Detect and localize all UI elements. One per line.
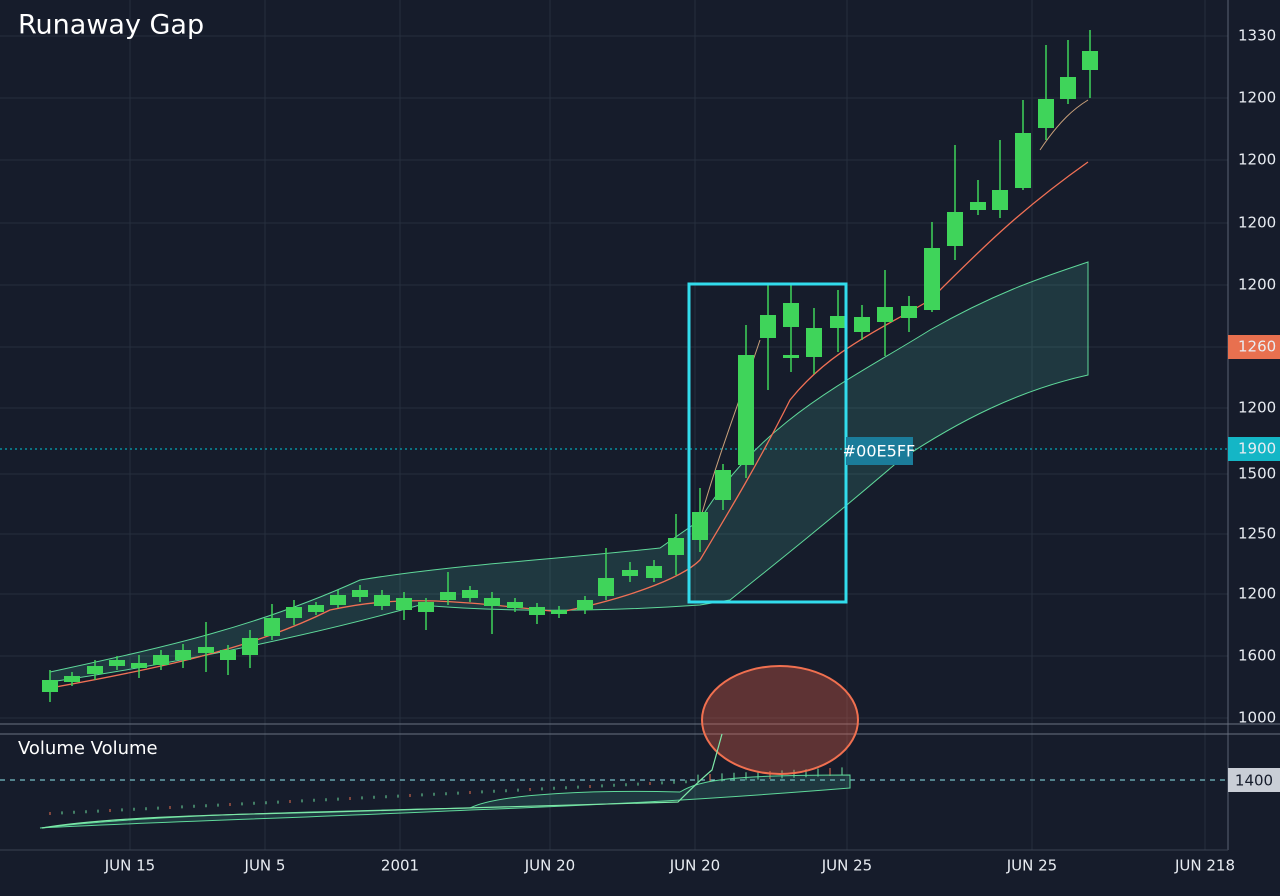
candle-body — [396, 598, 412, 610]
candle-body — [484, 598, 500, 606]
axes: 1330 1200 1200 1200 1200 1260 1200 1900 1500 1250… — [104, 27, 1280, 875]
price-label: 1500 — [1238, 465, 1276, 483]
candle-body — [715, 470, 731, 500]
candle-body — [783, 303, 799, 327]
candle-body — [1082, 51, 1098, 70]
candle-body — [374, 595, 390, 606]
time-label: JUN 5 — [244, 857, 286, 875]
candle-body — [418, 602, 434, 612]
volume-title: Volume Volume — [18, 738, 158, 759]
price-label: 1330 — [1238, 27, 1276, 45]
candle-body — [668, 538, 684, 555]
time-label: JUN 25 — [821, 857, 872, 875]
candle-body — [308, 605, 324, 612]
volume-badge: 1400 — [1235, 772, 1273, 790]
price-label: 1600 — [1238, 647, 1276, 665]
time-label: JUN 20 — [669, 857, 720, 875]
price-label: 1200 — [1238, 151, 1276, 169]
candle-body — [947, 212, 963, 246]
candle-body — [352, 590, 368, 597]
candle-body — [264, 618, 280, 636]
candle-body — [738, 355, 754, 465]
candle-body — [330, 595, 346, 605]
cloud-band — [49, 261, 1089, 683]
annotation-box — [846, 437, 913, 465]
price-badge — [1228, 335, 1280, 359]
volume-badge-box — [1228, 768, 1280, 792]
time-label: JUN 20 — [524, 857, 575, 875]
price-label: 1200 — [1238, 89, 1276, 107]
candle-body — [242, 638, 258, 655]
candle-body — [131, 663, 147, 668]
price-label: 1200 — [1238, 585, 1276, 603]
price-label: 1200 — [1238, 399, 1276, 417]
time-label: JUN 15 — [104, 857, 155, 875]
candle-body — [598, 578, 614, 596]
price-label: 1000 — [1238, 709, 1276, 727]
candle-body — [854, 317, 870, 332]
candle-body — [529, 607, 545, 615]
candle-body — [992, 190, 1008, 210]
candle-body — [783, 355, 799, 358]
candle-body — [64, 676, 80, 682]
candle-body — [577, 600, 593, 610]
price-label: 1260 — [1238, 338, 1276, 356]
candle-body — [153, 655, 169, 665]
candle-body — [806, 328, 822, 357]
candle-body — [1060, 77, 1076, 99]
candle-body — [760, 315, 776, 338]
candle-body — [440, 592, 456, 600]
candle-body — [220, 650, 236, 660]
candle-body — [551, 610, 567, 614]
candle-body — [830, 316, 846, 328]
candle-body — [692, 512, 708, 540]
candle-body — [87, 666, 103, 674]
candle-body — [462, 590, 478, 598]
candle-body — [109, 660, 125, 666]
annotation-label: #00E5FF — [843, 442, 915, 461]
time-label: 2001 — [381, 857, 419, 875]
time-label: JUN 25 — [1006, 857, 1057, 875]
time-label: JUN 218 — [1174, 857, 1235, 875]
candle-body — [1038, 99, 1054, 128]
price-label: 1250 — [1238, 525, 1276, 543]
price-label: 1200 — [1238, 276, 1276, 294]
candle-body — [286, 607, 302, 618]
candle-body — [175, 650, 191, 660]
price-label: 1200 — [1238, 214, 1276, 232]
price-badge — [1228, 437, 1280, 461]
candles — [42, 30, 1098, 815]
candle-body — [901, 306, 917, 318]
candle-body — [622, 570, 638, 576]
price-label: 1900 — [1238, 440, 1276, 458]
candle-body — [924, 248, 940, 310]
candle-body — [198, 647, 214, 653]
candle-body — [1015, 133, 1031, 188]
candle-body — [507, 602, 523, 608]
volume-highlight — [701, 665, 859, 775]
volume-line-series — [41, 733, 723, 829]
title: Runaway Gap — [18, 10, 204, 41]
candle-body — [646, 566, 662, 578]
candle-body — [877, 307, 893, 322]
candle-body — [42, 680, 58, 692]
candle-body — [970, 202, 986, 210]
